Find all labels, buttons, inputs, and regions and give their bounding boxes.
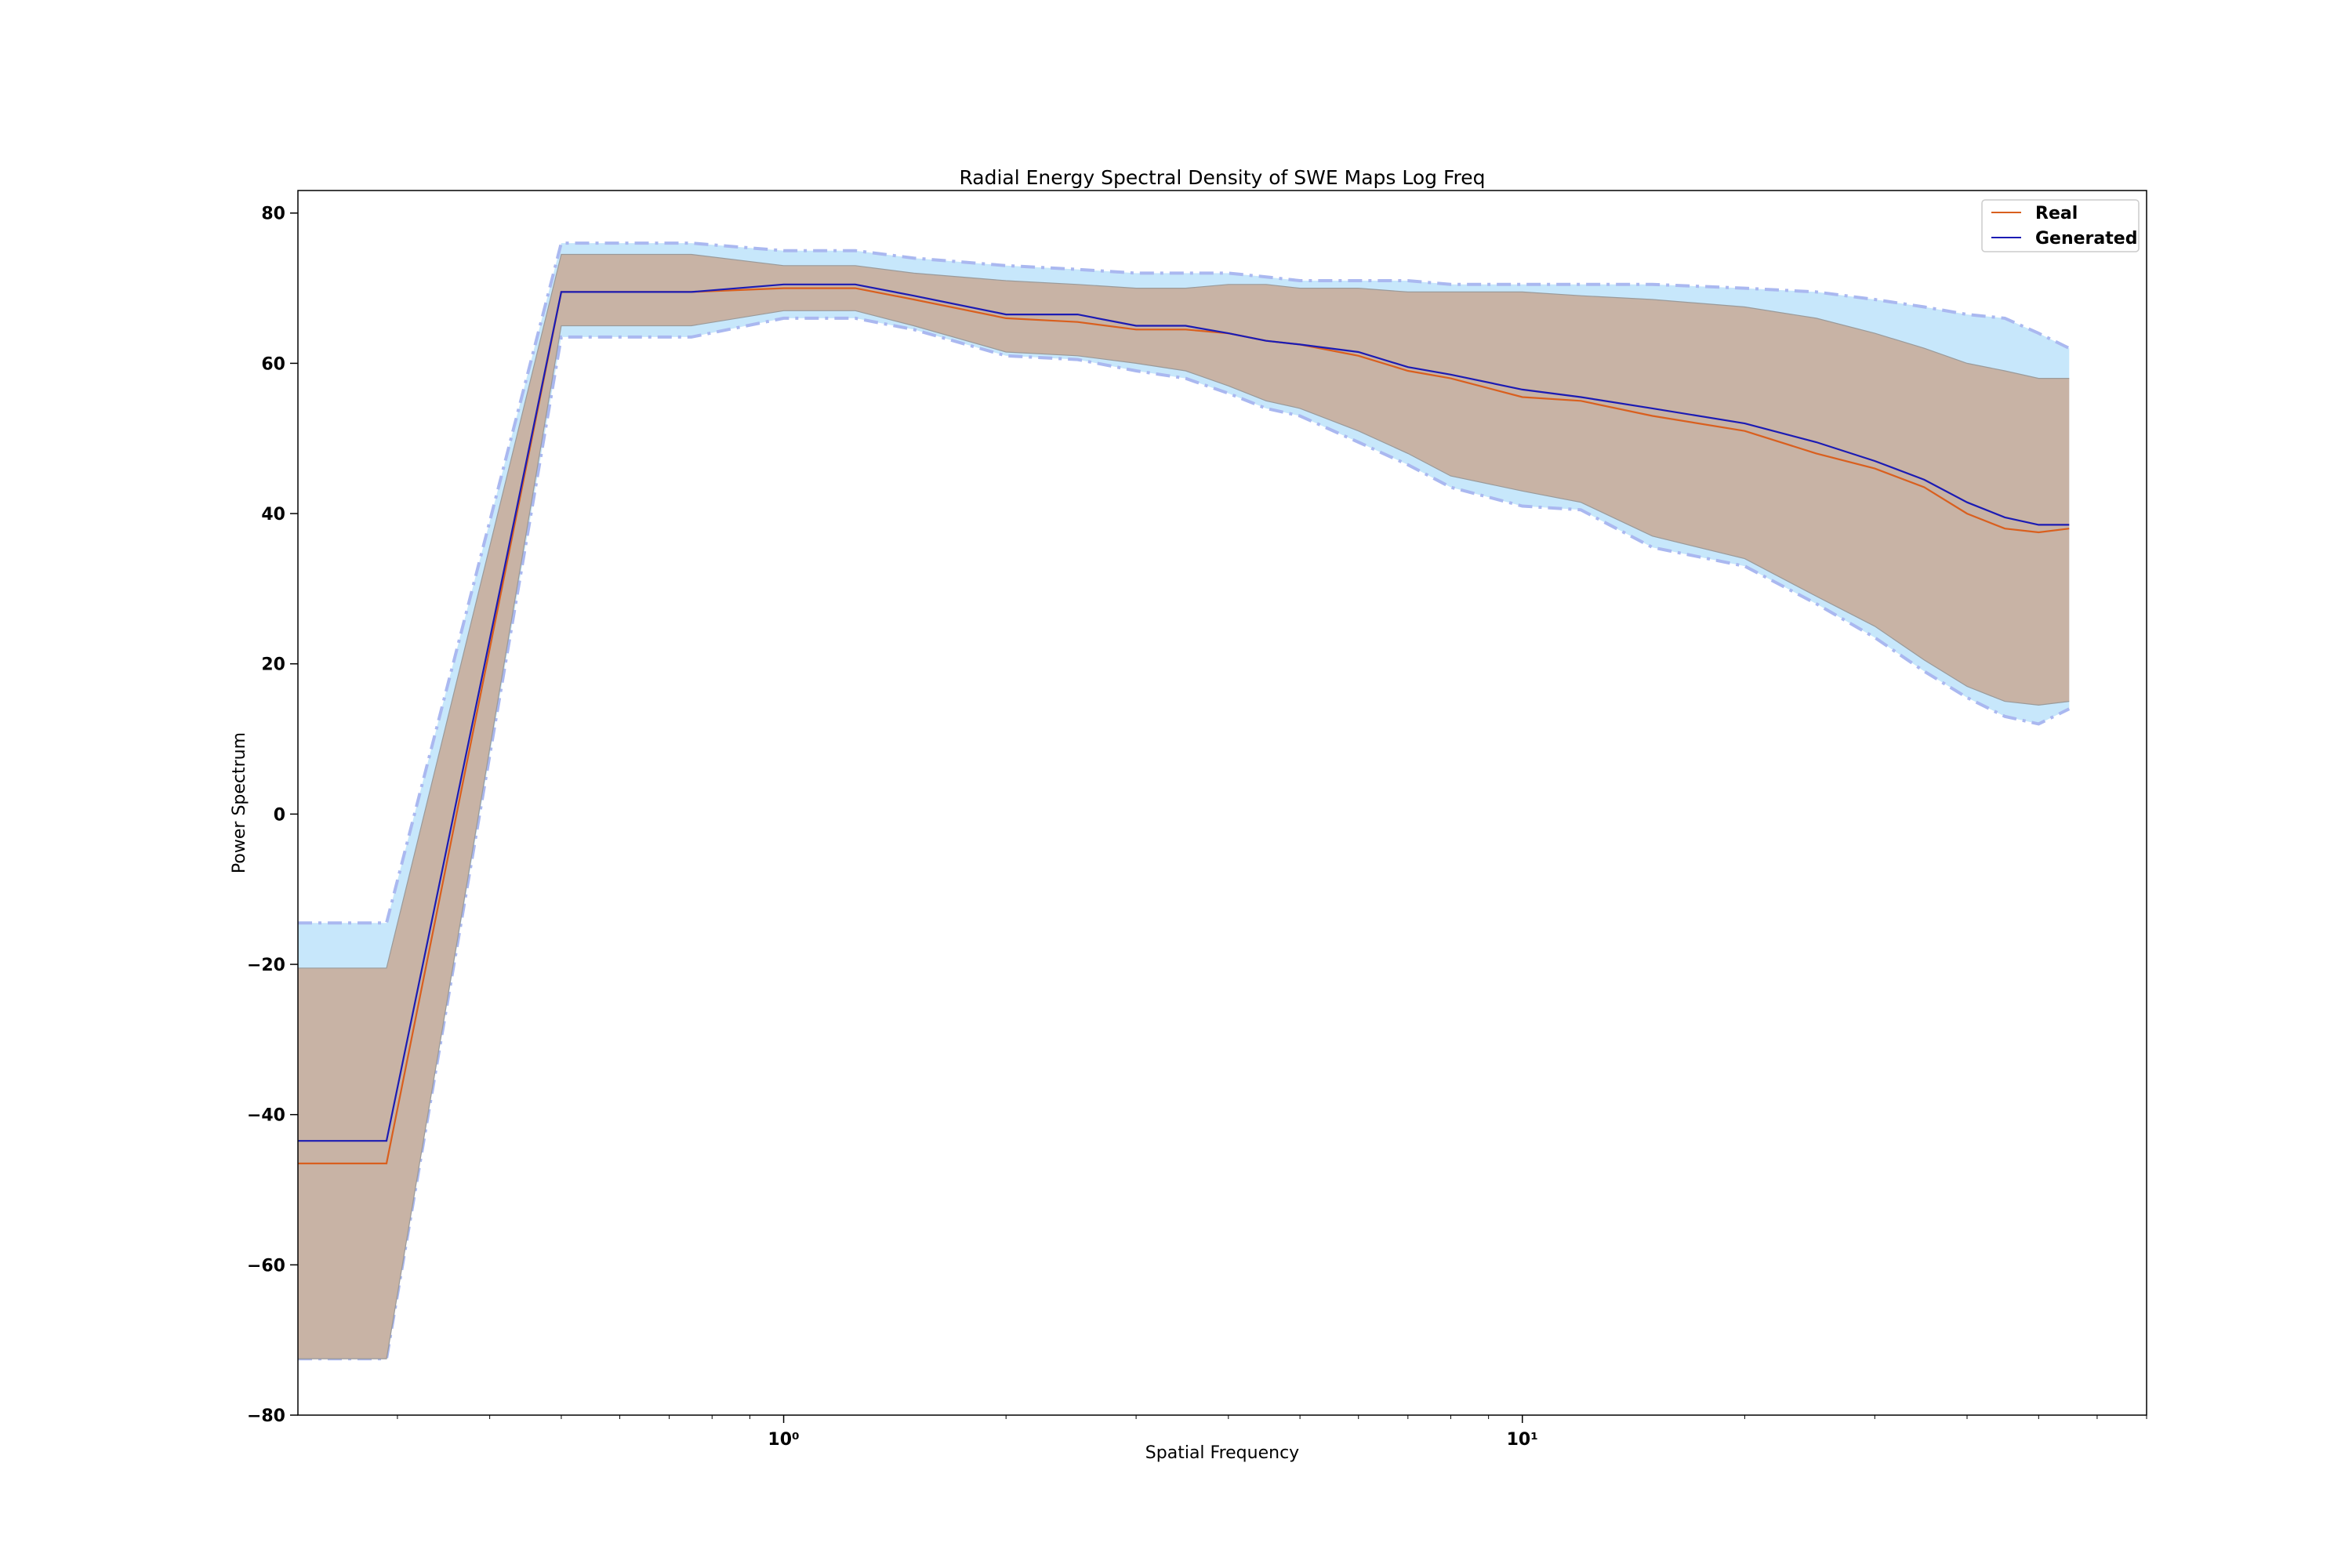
generated-series-line xyxy=(298,283,2070,1142)
y-tick-label: 0 xyxy=(274,805,285,825)
y-tick-label: −20 xyxy=(247,956,285,975)
y-tick-label: 80 xyxy=(261,205,285,224)
legend-generated-label: Generated xyxy=(2035,229,2137,249)
chart-title: Radial Energy Spectral Density of SWE Ma… xyxy=(959,166,1485,189)
y-tick-label: −40 xyxy=(247,1106,285,1126)
real-band xyxy=(298,254,2070,1359)
legend: Real Generated xyxy=(1981,199,2140,252)
y-tick-label: −60 xyxy=(247,1256,285,1276)
plot-frame xyxy=(297,190,2147,1416)
y-tick-label: 20 xyxy=(261,655,285,675)
real-band-upper-edge xyxy=(298,253,2070,969)
x-tick-label: 10¹ xyxy=(1507,1430,1538,1450)
line-layer xyxy=(298,283,2070,1165)
x-axis-label: Spatial Frequency xyxy=(1145,1443,1299,1463)
y-tick-label: 60 xyxy=(261,354,285,374)
y-axis-label: Power Spectrum xyxy=(230,732,249,873)
legend-real-label: Real xyxy=(2035,204,2078,223)
band-layer xyxy=(298,241,2071,1361)
generated-band-lower-edge xyxy=(298,316,2071,1361)
y-tick-label: 40 xyxy=(261,505,285,524)
x-axis: 10⁰ 10¹ xyxy=(397,1415,2147,1450)
generated-band-upper-edge xyxy=(298,241,2071,925)
y-tick-label: −80 xyxy=(247,1406,285,1426)
x-tick-label: 10⁰ xyxy=(768,1430,799,1450)
real-series-line xyxy=(298,287,2070,1165)
real-band-lower-edge xyxy=(298,310,2070,1359)
y-axis: 80 60 40 20 0 −20 −40 −60 −80 xyxy=(247,205,298,1426)
